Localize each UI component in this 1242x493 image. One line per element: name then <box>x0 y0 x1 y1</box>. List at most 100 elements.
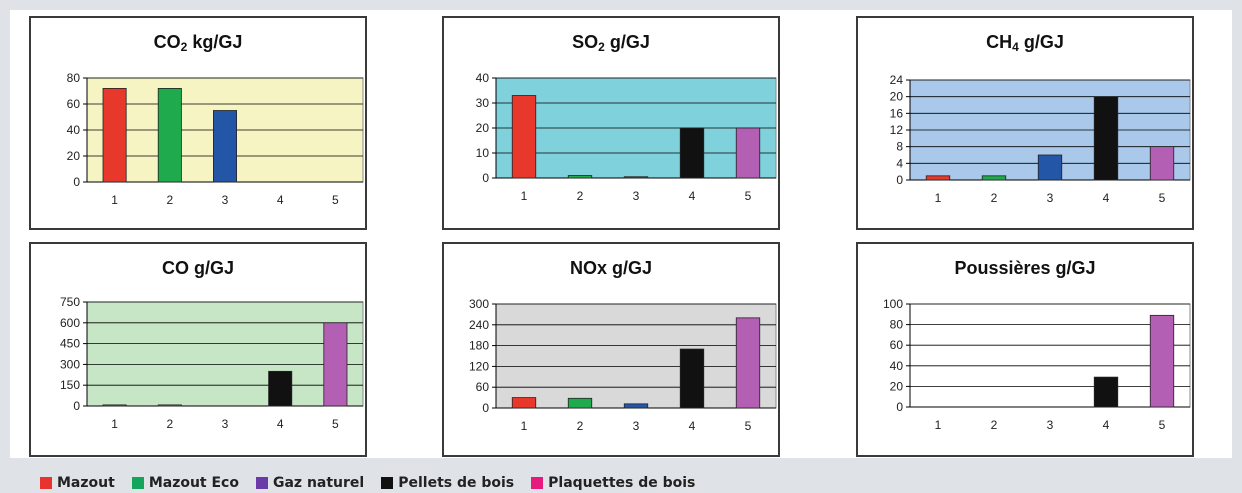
legend-label: Mazout <box>57 475 115 491</box>
y-tick-label: 0 <box>482 401 489 415</box>
x-tick-label: 1 <box>935 418 942 432</box>
x-tick-label: 5 <box>745 419 752 433</box>
y-tick-label: 0 <box>896 400 903 414</box>
y-tick-label: 0 <box>896 173 903 187</box>
y-tick-label: 240 <box>469 318 489 332</box>
bar <box>268 370 293 407</box>
y-tick-label: 750 <box>60 295 80 309</box>
legend-item-gaz-naturel: Gaz naturel <box>255 475 365 491</box>
x-tick-label: 4 <box>277 193 284 207</box>
chart-dust: Poussières g/GJ 0 20 40 60 80 100 1 2 3 4 5 <box>856 242 1194 457</box>
chart-nox: NOx g/GJ 0 60 120 180 240 300 1 2 3 4 5 <box>442 242 780 457</box>
y-tick-label: 450 <box>60 337 80 351</box>
legend-label: Pellets de bois <box>398 475 515 491</box>
legend-label: Plaquettes de bois <box>548 475 696 491</box>
bar <box>102 88 127 183</box>
x-tick-label: 4 <box>1103 191 1110 205</box>
chart-title: Poussières g/GJ <box>954 258 1096 278</box>
x-tick-label: 1 <box>111 417 118 431</box>
x-tick-label: 1 <box>111 193 118 207</box>
y-tick-label: 10 <box>476 146 490 160</box>
bar <box>1093 96 1119 181</box>
y-tick-label: 600 <box>60 316 80 330</box>
chart-plot: 0 20 40 60 80 1 2 3 4 5 <box>67 71 364 207</box>
legend-label: Gaz naturel <box>272 475 365 491</box>
y-tick-label: 24 <box>890 73 904 87</box>
x-tick-label: 2 <box>991 418 998 432</box>
x-tick-label: 5 <box>332 193 339 207</box>
y-tick-label: 40 <box>476 71 490 85</box>
bar <box>511 95 537 179</box>
chart-title: CO2 kg/GJ <box>153 32 243 54</box>
x-tick-label: 2 <box>166 417 173 431</box>
legend-swatch <box>40 477 52 489</box>
x-tick-label: 1 <box>935 191 942 205</box>
y-tick-label: 60 <box>67 97 81 111</box>
bar <box>623 403 649 409</box>
chart-title: SO2 g/GJ <box>572 32 650 54</box>
chart-co2: CO2 kg/GJ 0 20 40 60 80 1 2 3 4 5 <box>29 16 367 230</box>
x-tick-label: 5 <box>1159 418 1166 432</box>
x-tick-label: 4 <box>1103 418 1110 432</box>
legend: Mazout Mazout Eco Gaz naturel Pellets de… <box>40 473 712 493</box>
bar <box>1093 376 1119 408</box>
chart-plot: 0 10 20 30 40 1 2 3 4 5 <box>476 71 777 203</box>
y-tick-label: 0 <box>482 171 489 185</box>
x-tick-label: 2 <box>577 189 584 203</box>
y-tick-label: 0 <box>73 175 80 189</box>
x-tick-label: 5 <box>745 189 752 203</box>
x-tick-label: 3 <box>222 193 229 207</box>
x-tick-label: 4 <box>277 417 284 431</box>
bar <box>735 317 761 409</box>
plot-area <box>909 303 1191 408</box>
x-tick-label: 3 <box>633 189 640 203</box>
legend-item-mazout-eco: Mazout Eco <box>131 475 239 491</box>
y-tick-label: 8 <box>896 140 903 154</box>
bar <box>511 397 537 409</box>
chart-title: CO g/GJ <box>161 258 234 278</box>
y-tick-label: 20 <box>890 90 904 104</box>
x-tick-label: 5 <box>1159 191 1166 205</box>
plot-area <box>86 301 364 407</box>
chart-so2: SO2 g/GJ 0 10 20 30 40 1 2 3 4 5 <box>442 16 780 230</box>
bar <box>679 348 705 409</box>
bar <box>1149 314 1175 408</box>
y-tick-label: 180 <box>469 339 489 353</box>
y-tick-label: 300 <box>469 297 489 311</box>
bar <box>623 176 649 179</box>
bar <box>157 404 182 407</box>
chart-plot: 0 60 120 180 240 300 1 2 3 4 5 <box>469 297 777 433</box>
chart-title: NOx g/GJ <box>569 258 653 278</box>
x-tick-label: 2 <box>577 419 584 433</box>
chart-plot: 0 150 300 450 600 750 1 2 3 4 5 <box>60 295 364 431</box>
y-tick-label: 80 <box>67 71 81 85</box>
x-tick-label: 2 <box>166 193 173 207</box>
legend-item-pellets: Pellets de bois <box>381 475 514 491</box>
bar <box>1037 154 1063 181</box>
bar <box>102 404 127 407</box>
legend-swatch <box>531 477 544 489</box>
y-tick-label: 40 <box>890 359 904 373</box>
x-tick-label: 3 <box>633 419 640 433</box>
bar <box>567 397 593 409</box>
y-tick-label: 4 <box>896 156 903 170</box>
x-tick-label: 3 <box>1047 418 1054 432</box>
chart-ch4: CH4 g/GJ 0 4 8 12 16 20 24 1 2 3 4 5 <box>856 16 1194 230</box>
chart-co: CO g/GJ 0 150 300 450 600 750 1 2 3 4 5 <box>29 242 367 457</box>
y-tick-label: 150 <box>60 378 80 392</box>
bar <box>735 127 761 179</box>
bar <box>1149 146 1175 181</box>
y-tick-label: 20 <box>890 379 904 393</box>
bar <box>981 175 1007 181</box>
x-tick-label: 3 <box>222 417 229 431</box>
y-tick-label: 20 <box>476 121 490 135</box>
y-tick-label: 0 <box>73 399 80 413</box>
y-tick-label: 20 <box>67 149 81 163</box>
bar <box>679 127 705 179</box>
y-tick-label: 100 <box>883 297 903 311</box>
y-tick-label: 60 <box>476 380 490 394</box>
legend-item-mazout: Mazout <box>40 475 115 491</box>
y-tick-label: 12 <box>890 123 904 137</box>
legend-swatch <box>255 477 268 489</box>
